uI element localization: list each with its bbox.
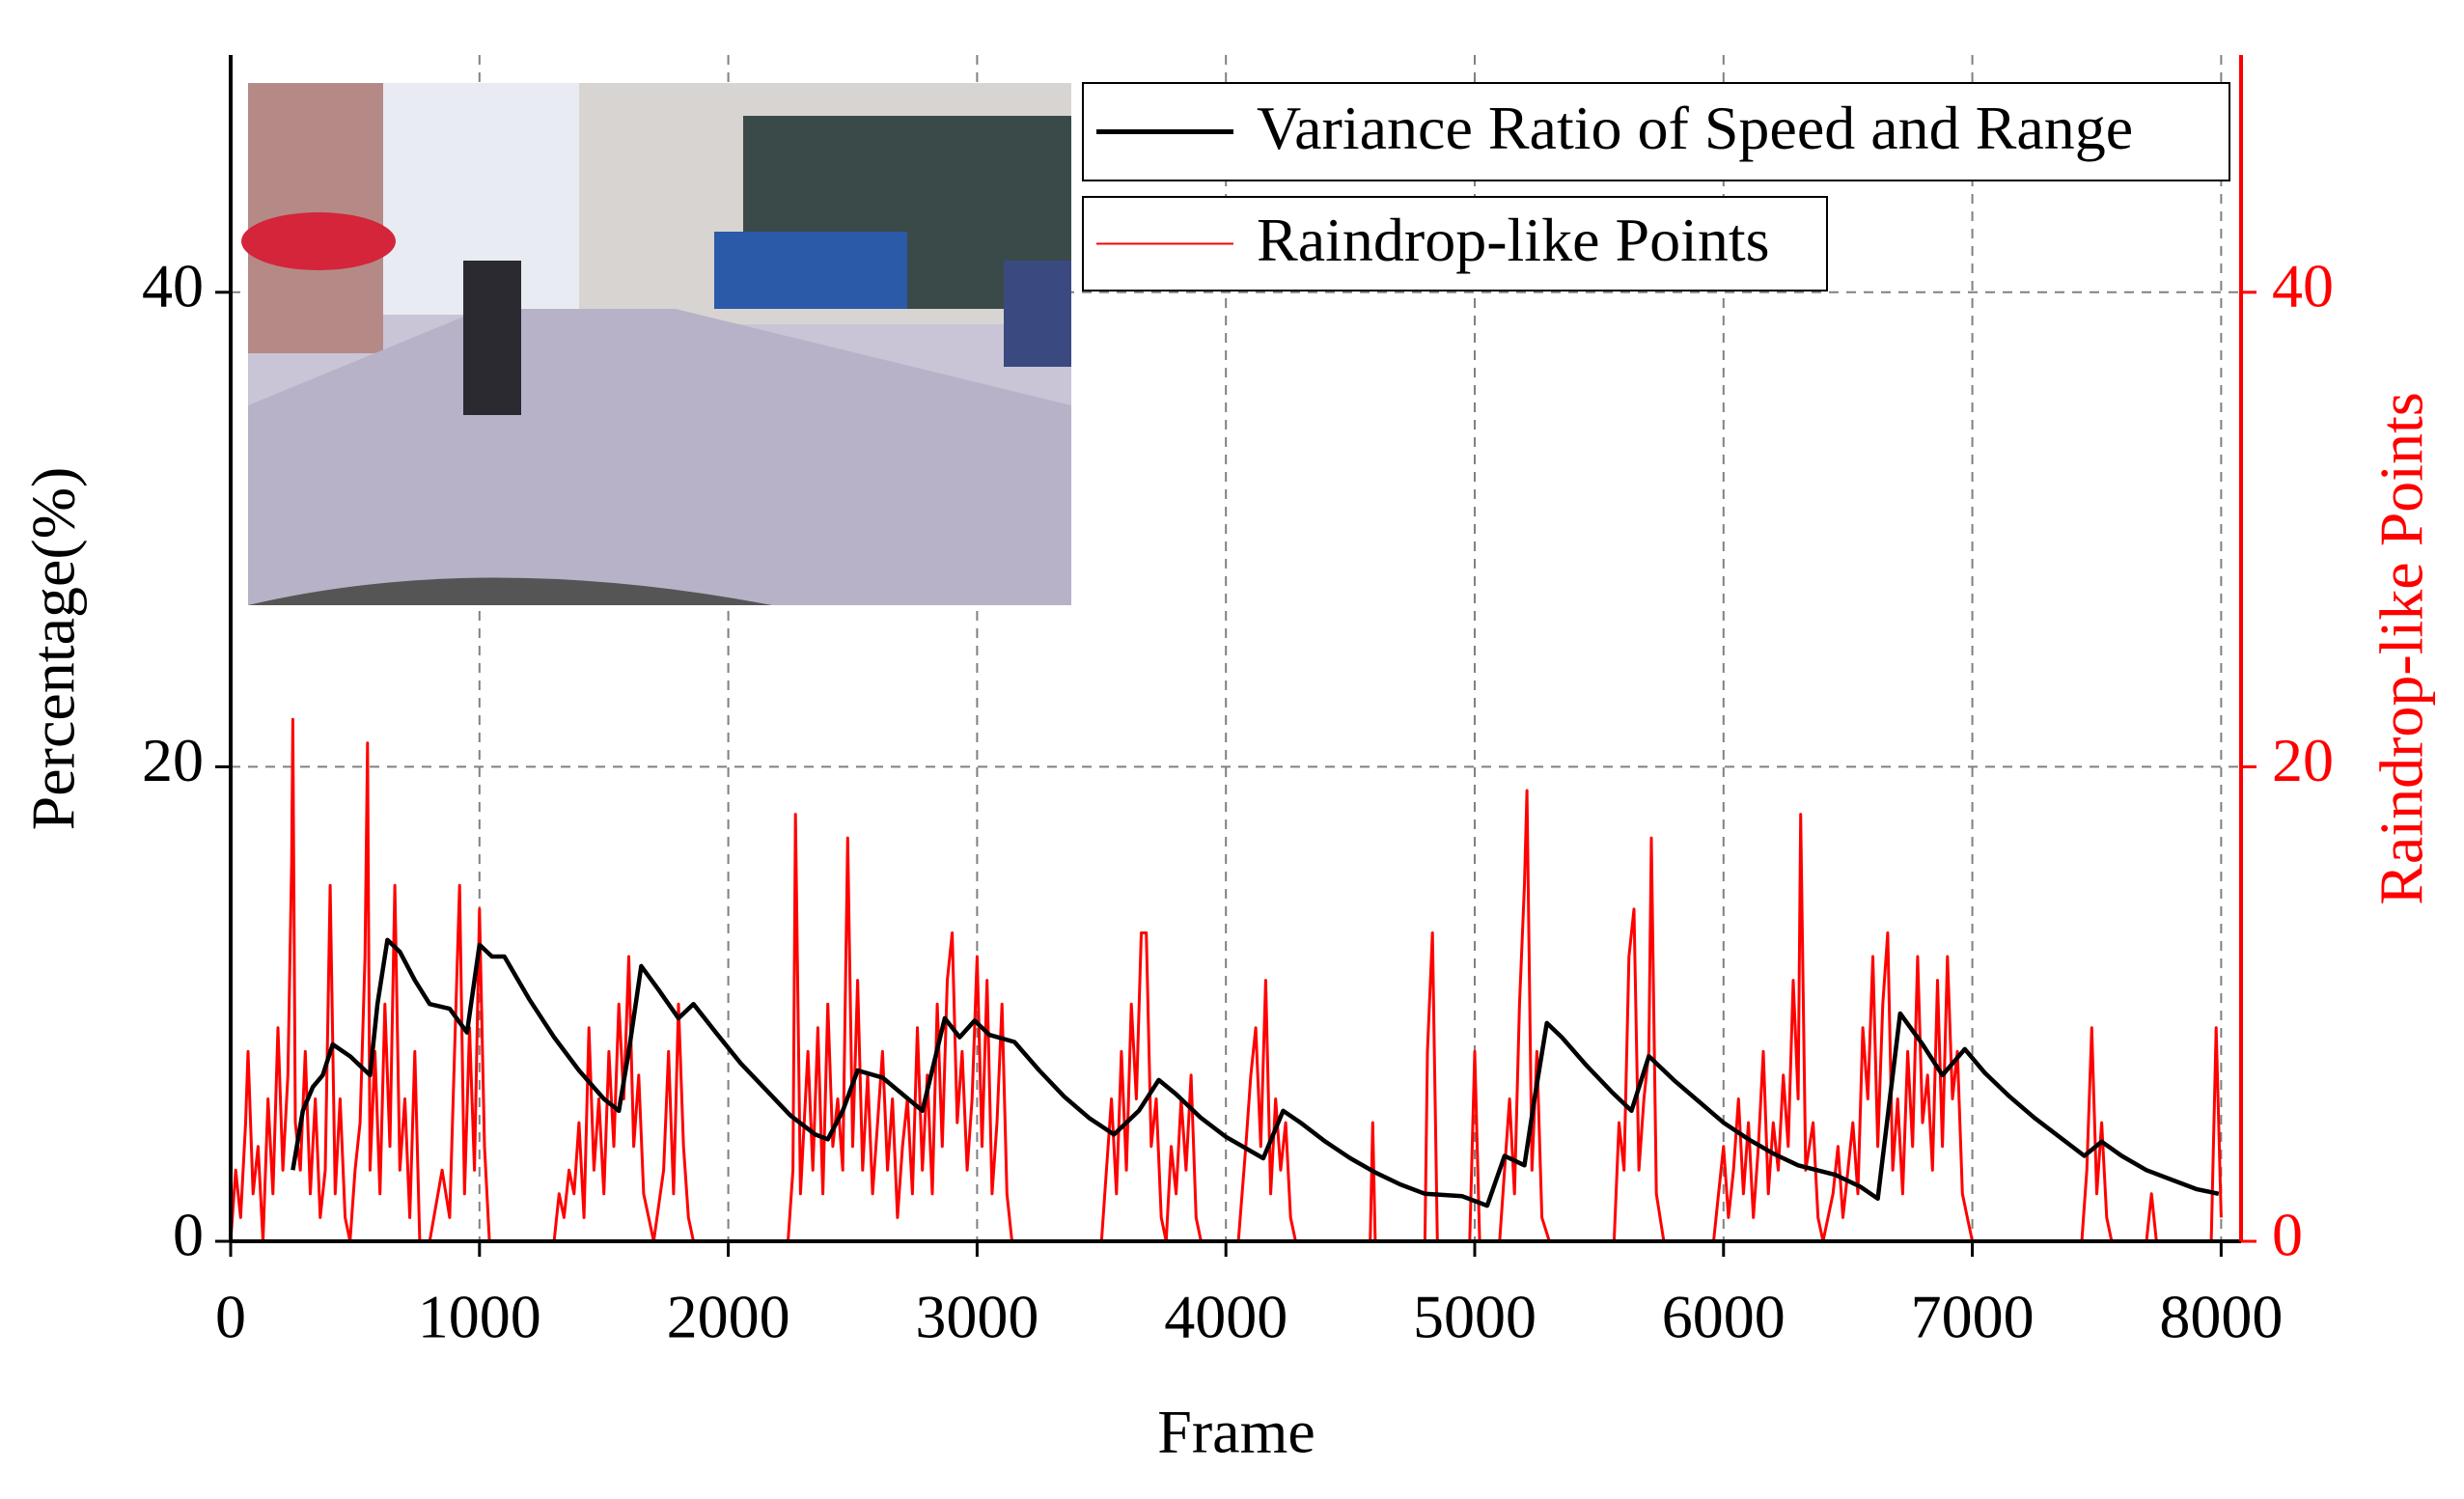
y-tick-label: 0 [173,1201,204,1269]
x-tick-label: 1000 [418,1283,541,1351]
photo-hood [248,577,772,605]
photo-scooter [1004,261,1071,367]
x-tick-label: 8000 [2159,1283,2283,1351]
x-tick-label: 3000 [915,1283,1038,1351]
series-line [229,717,2223,1243]
photo-bins [714,232,907,309]
series-line [291,937,2220,1208]
y-axis-label: Percentage(%) [19,467,88,831]
legend-label: Raindrop-like Points [1257,206,1770,274]
x-tick-label: 6000 [1662,1283,1786,1351]
y-tick-label: 20 [142,726,204,794]
legend-entry: Variance Ratio of Speed and Range [1082,82,2230,181]
photo-road [248,309,1071,605]
y2-tick-label: 0 [2272,1201,2303,1269]
x-tick-label: 2000 [667,1283,790,1351]
legend-entry: Raindrop-like Points [1082,196,1828,291]
y-tick-label: 40 [142,251,204,319]
x-tick-label: 5000 [1413,1283,1537,1351]
x-tick-label: 7000 [1911,1283,2035,1351]
y2-tick-label: 20 [2272,726,2334,794]
legend-box [1082,82,2230,181]
y2-tick-label: 40 [2272,251,2334,319]
x-tick-label: 0 [215,1283,246,1351]
x-tick-label: 4000 [1164,1283,1287,1351]
photo-rider [463,261,521,415]
x-axis-label: Frame [1157,1398,1315,1466]
inset-photo [241,83,1071,605]
y2-axis-label: Raindrop-like Points [2367,392,2436,905]
photo-umbrella [241,212,396,270]
legend-label: Variance Ratio of Speed and Range [1257,94,2133,162]
